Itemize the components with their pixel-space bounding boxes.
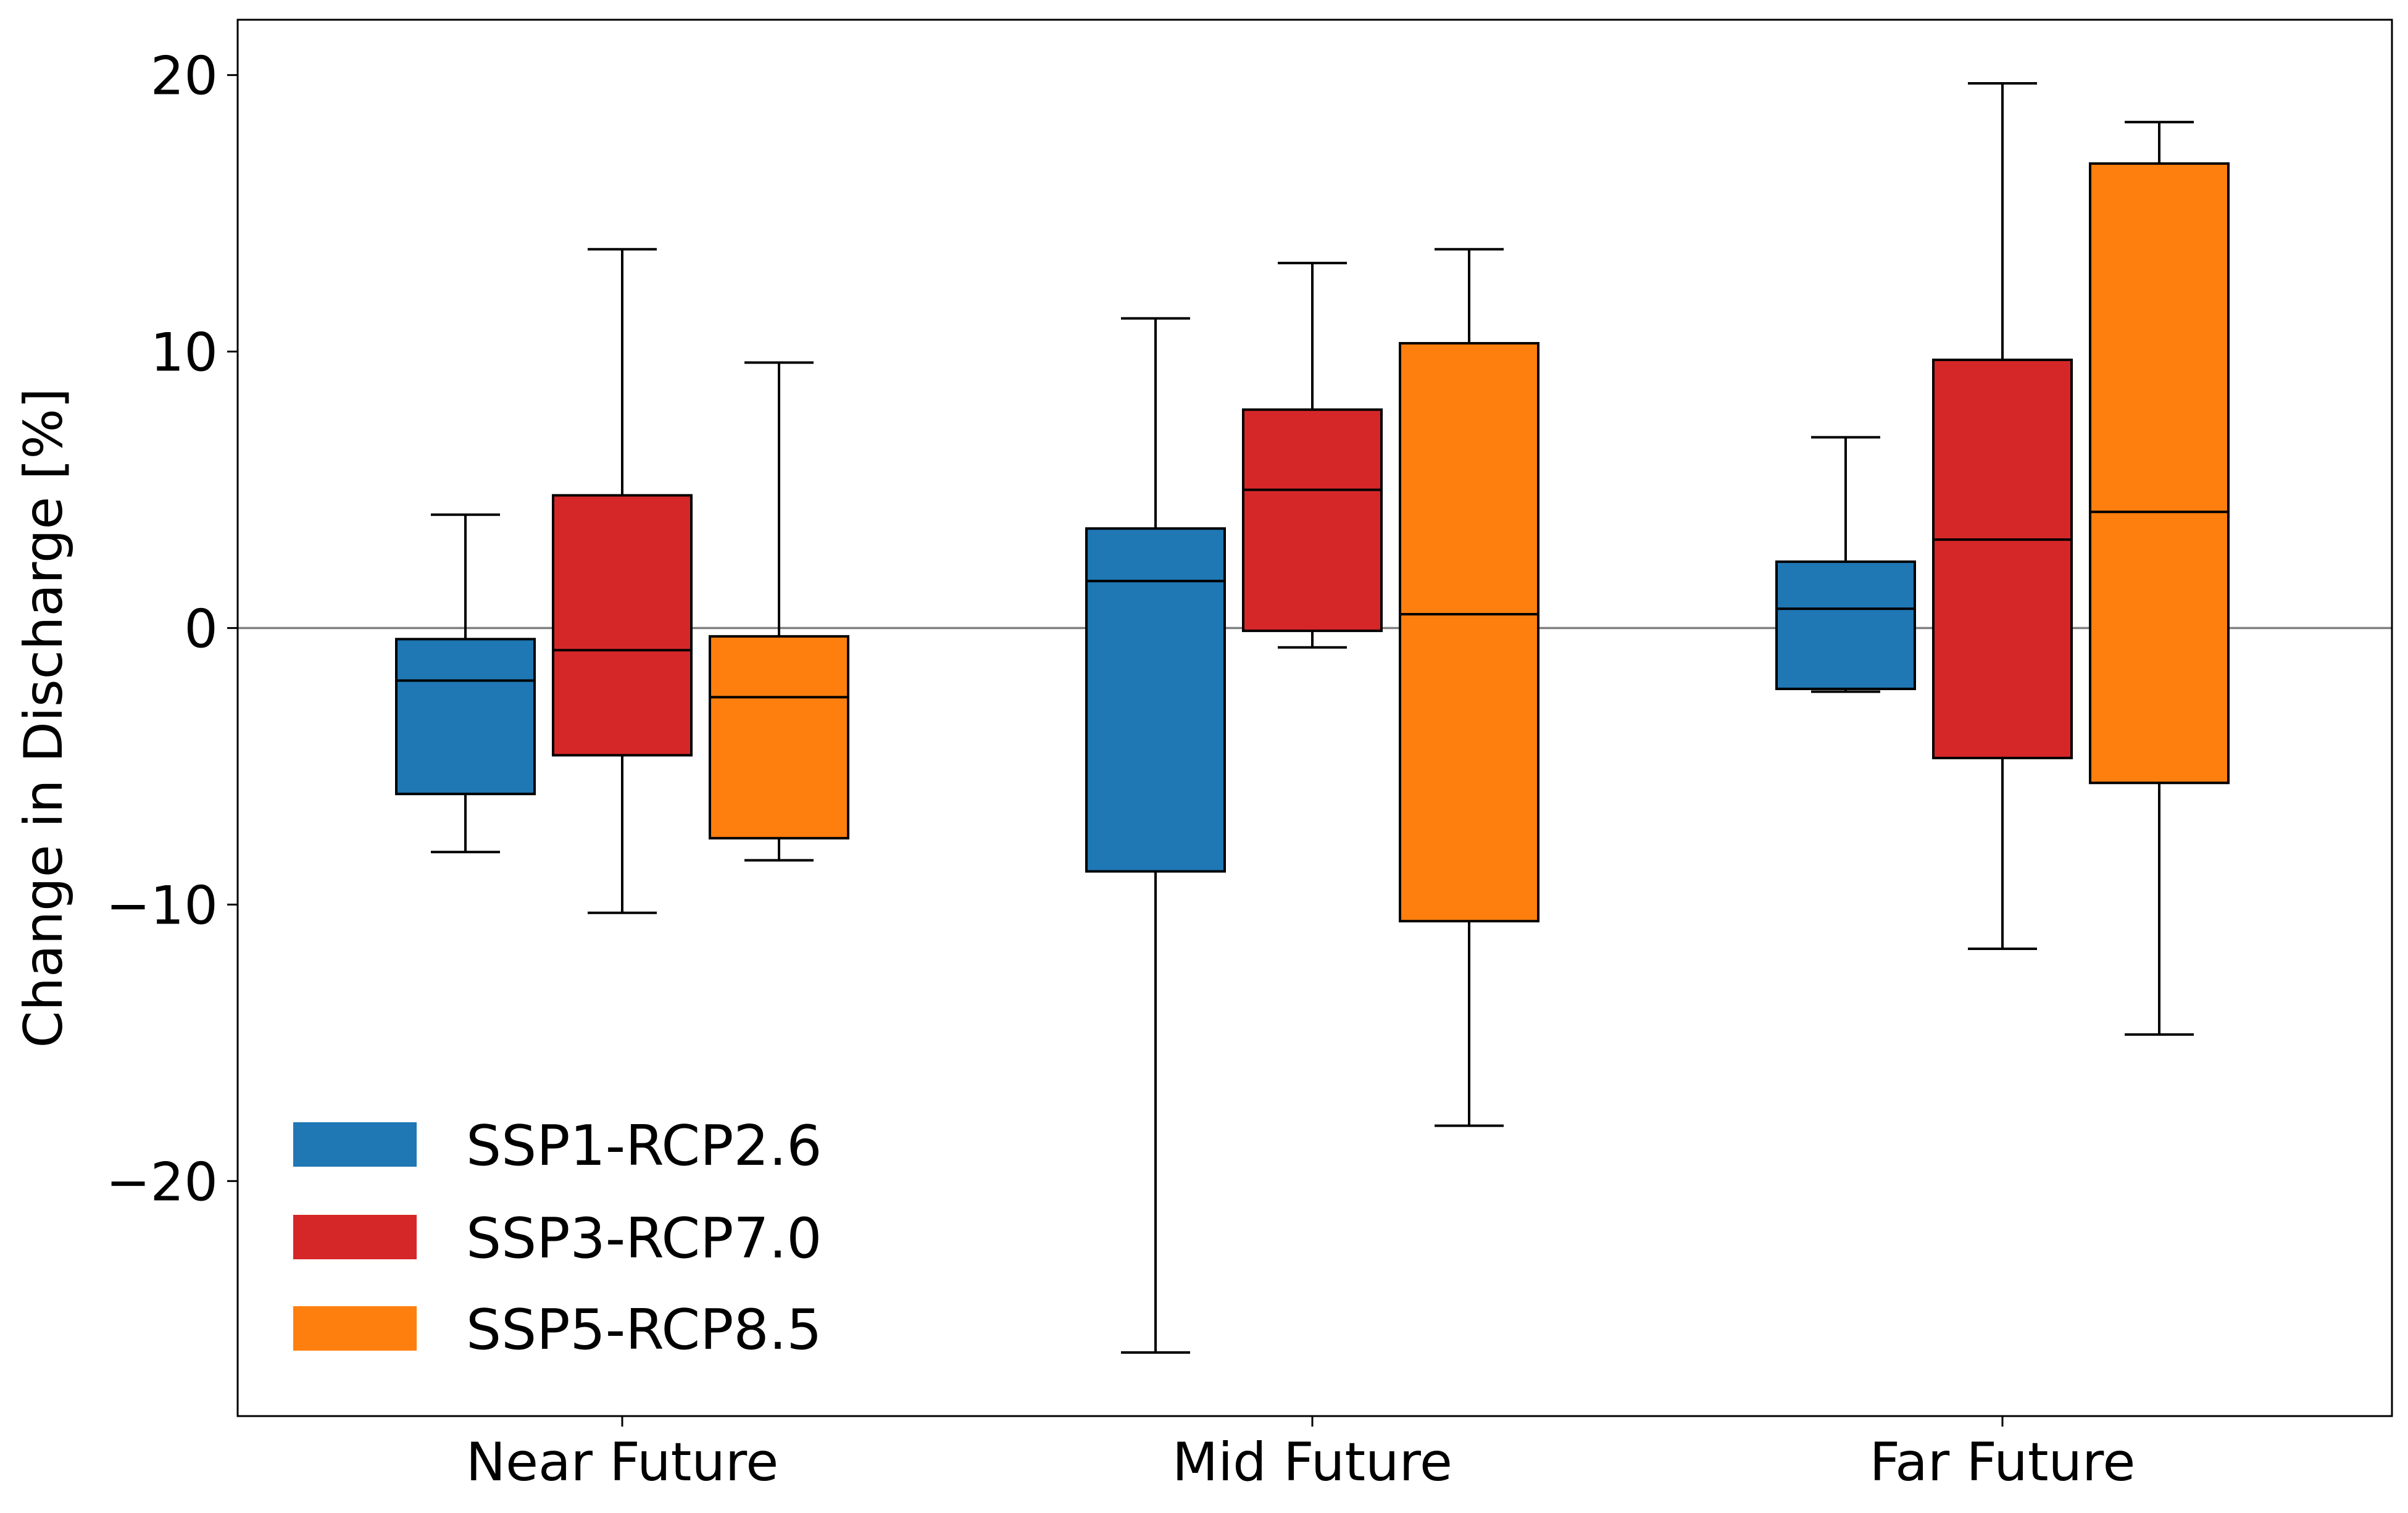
box-body — [1399, 342, 1539, 923]
box-SSP3-RCP7.0-Mid Future — [1242, 262, 1383, 649]
x-axis: Near Future Mid Future Far Future — [466, 1416, 2136, 1493]
legend-item: SSP1-RCP2.6 — [293, 1114, 822, 1178]
box-SSP3-RCP7.0-Near Future — [552, 248, 693, 914]
y-tick-label: −10 — [106, 875, 219, 936]
box-body — [2089, 162, 2230, 785]
y-tick-label: 10 — [151, 322, 218, 384]
legend-label: SSP3-RCP7.0 — [466, 1206, 822, 1271]
x-tick-label: Mid Future — [1172, 1432, 1452, 1493]
plot-frame — [236, 19, 2393, 1417]
y-tick-label: −20 — [106, 1151, 219, 1213]
legend: SSP1-RCP2.6 SSP3-RCP7.0 SSP5-RCP8.5 — [293, 1114, 822, 1362]
y-tick-label: 20 — [151, 46, 218, 107]
legend-item: SSP5-RCP8.5 — [293, 1298, 822, 1362]
legend-item: SSP3-RCP7.0 — [293, 1206, 822, 1271]
box-body — [395, 638, 536, 796]
legend-swatch — [293, 1215, 417, 1259]
box-SSP5-RCP8.5-Near Future — [709, 361, 849, 862]
box-SSP3-RCP7.0-Far Future — [1932, 82, 2073, 951]
box-SSP5-RCP8.5-Mid Future — [1399, 248, 1539, 1127]
legend-swatch — [293, 1306, 417, 1351]
legend-swatch — [293, 1122, 417, 1167]
box-body — [552, 494, 693, 757]
box-SSP1-RCP2.6-Near Future — [395, 513, 536, 854]
box-SSP1-RCP2.6-Mid Future — [1085, 317, 1226, 1354]
legend-label: SSP1-RCP2.6 — [466, 1114, 822, 1178]
x-tick-label: Near Future — [466, 1432, 779, 1493]
box-SSP5-RCP8.5-Far Future — [2089, 120, 2230, 1036]
y-axis-title: Change in Discharge [%] — [13, 388, 75, 1048]
y-axis: 20 10 0 −10 −20 — [106, 46, 238, 1213]
boxes-layer — [395, 82, 2230, 1354]
y-tick-label: 0 — [184, 598, 218, 660]
x-tick-label: Far Future — [1870, 1432, 2136, 1493]
box-body — [1242, 408, 1383, 632]
legend-label: SSP5-RCP8.5 — [466, 1298, 822, 1362]
box-body — [709, 635, 849, 840]
box-SSP1-RCP2.6-Far Future — [1775, 436, 1916, 693]
box-body — [1775, 560, 1916, 690]
box-body — [1932, 358, 2073, 759]
box-body — [1085, 527, 1226, 873]
